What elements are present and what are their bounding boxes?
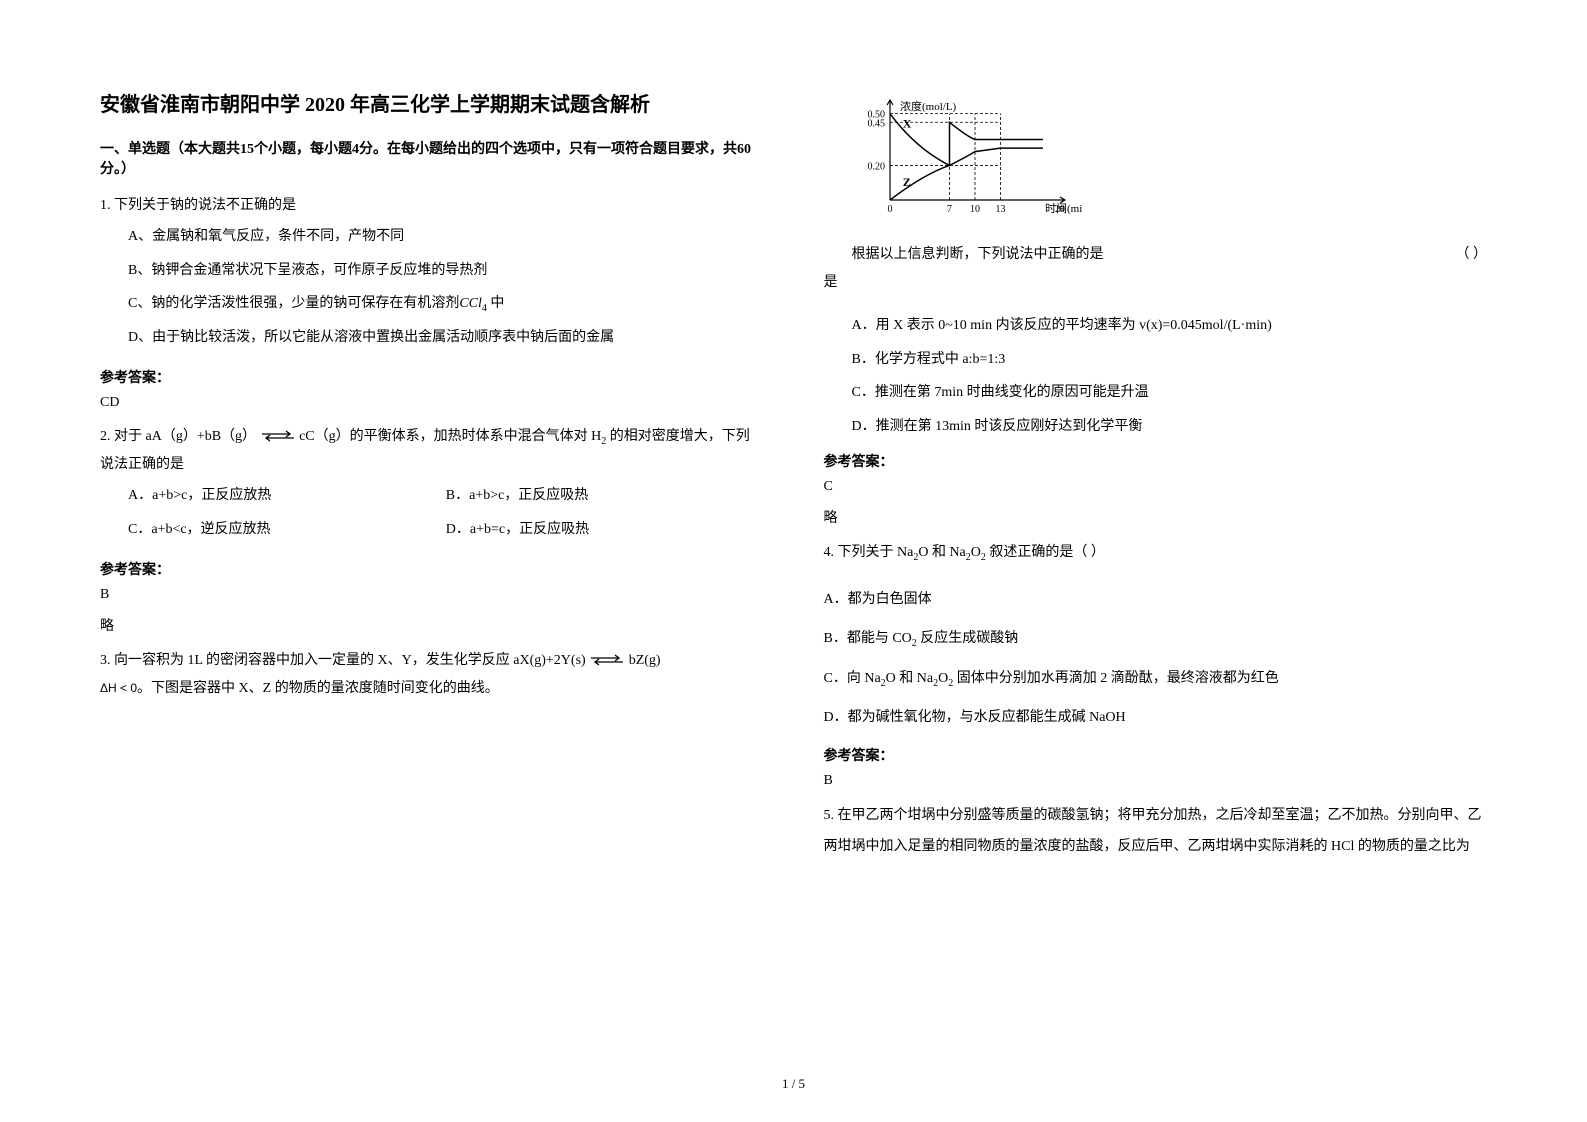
svg-text:0.50: 0.50 (867, 110, 885, 121)
q4-answer-label: 参考答案： (824, 745, 1488, 765)
svg-text:7: 7 (947, 204, 952, 215)
q2-opt-b: B．a+b>c，正反应吸热 (446, 479, 764, 513)
svg-text:10: 10 (970, 204, 980, 215)
q4-stem: 4. 下列关于 Na2O 和 Na2O2 叙述正确的是（ ） (824, 539, 1488, 568)
question-1: 1. 下列关于钠的说法不正确的是 A、金属钠和氧气反应，条件不同，产物不同 B、… (100, 192, 764, 355)
q2-opt-c: C．a+b<c，逆反应放热 (128, 513, 446, 547)
equilibrium-arrow-icon (589, 654, 625, 666)
q1-opt-a: A、金属钠和氧气反应，条件不同，产物不同 (128, 220, 764, 254)
svg-text:时间(min): 时间(min) (1045, 202, 1082, 215)
q4-opt-b: B．都能与 CO2 反应生成碳酸钠 (824, 619, 1488, 658)
q2-stem: 2. 对于 aA（g）+bB（g） cC（g）的平衡体系，加热时体系中混合气体对… (100, 423, 764, 480)
q3-answer: C (824, 479, 1488, 495)
q4-opt-c: C．向 Na2O 和 Na2O2 固体中分别加水再滴加 2 滴酚酞，最终溶液都为… (824, 659, 1488, 698)
q2-opt-d: D．a+b=c，正反应吸热 (446, 513, 764, 547)
svg-text:Z: Z (902, 175, 910, 189)
question-4: 4. 下列关于 Na2O 和 Na2O2 叙述正确的是（ ） (824, 539, 1488, 568)
question-5: 5. 在甲乙两个坩埚中分别盛等质量的碳酸氢钠；将甲充分加热，之后冷却至室温；乙不… (824, 801, 1488, 863)
svg-text:13: 13 (995, 204, 1005, 215)
left-column: 安徽省淮南市朝阳中学 2020 年高三化学上学期期末试题含解析 一、单选题（本大… (100, 90, 764, 1050)
q4-opt-d: D．都为碱性氧化物，与水反应都能生成碱 NaOH (824, 698, 1488, 737)
q4-opt-a: A．都为白色固体 (824, 580, 1488, 619)
q2-opt-a: A．a+b>c，正反应放热 (128, 479, 446, 513)
q3-opt-d: D．推测在第 13min 时该反应刚好达到化学平衡 (852, 410, 1488, 444)
q2-note: 略 (100, 615, 764, 635)
q3-paren: （ ） (1456, 241, 1488, 297)
q3-chart: 0.200.450.5007101320浓度(mol/L)时间(min)XZ (852, 90, 1488, 225)
q3-answer-label: 参考答案： (824, 451, 1488, 471)
q1-stem: 1. 下列关于钠的说法不正确的是 (100, 192, 764, 220)
q1-answer-label: 参考答案： (100, 367, 764, 387)
q4-answer: B (824, 773, 1488, 789)
question-2: 2. 对于 aA（g）+bB（g） cC（g）的平衡体系，加热时体系中混合气体对… (100, 423, 764, 547)
q2-answer-label: 参考答案： (100, 559, 764, 579)
q1-opt-d: D、由于钠比较活泼，所以它能从溶液中置换出金属活动顺序表中钠后面的金属 (128, 321, 764, 355)
right-column: 0.200.450.5007101320浓度(mol/L)时间(min)XZ 根… (824, 90, 1488, 1050)
q3-stem-line2: ΔH < 0。下图是容器中 X、Z 的物质的量浓度随时间变化的曲线。 (100, 675, 764, 703)
page-number: 1 / 5 (782, 1076, 805, 1092)
equilibrium-arrow-icon (260, 430, 296, 442)
q2-answer: B (100, 587, 764, 603)
concentration-chart: 0.200.450.5007101320浓度(mol/L)时间(min)XZ (852, 90, 1082, 220)
q3-opt-a: A．用 X 表示 0~10 min 内该反应的平均速率为 v(x)=0.045m… (852, 309, 1488, 343)
svg-text:X: X (902, 116, 911, 130)
svg-text:浓度(mol/L): 浓度(mol/L) (900, 99, 957, 113)
q3-note: 略 (824, 507, 1488, 527)
q1-answer: CD (100, 395, 764, 411)
q5-stem: 5. 在甲乙两个坩埚中分别盛等质量的碳酸氢钠；将甲充分加热，之后冷却至室温；乙不… (824, 808, 1482, 854)
q2-options: A．a+b>c，正反应放热 B．a+b>c，正反应吸热 C．a+b<c，逆反应放… (100, 479, 764, 546)
q3-judge-row: 根据以上信息判断，下列说法中正确的是是 （ ） (824, 241, 1488, 297)
q3-options: A．用 X 表示 0~10 min 内该反应的平均速率为 v(x)=0.045m… (824, 309, 1488, 443)
section-header: 一、单选题（本大题共15个小题，每小题4分。在每小题给出的四个选项中，只有一项符… (100, 138, 764, 178)
q1-options: A、金属钠和氧气反应，条件不同，产物不同 B、钠钾合金通常状况下呈液态，可作原子… (100, 220, 764, 355)
svg-text:0: 0 (887, 204, 892, 215)
document-title: 安徽省淮南市朝阳中学 2020 年高三化学上学期期末试题含解析 (100, 90, 764, 120)
q3-opt-b: B．化学方程式中 a:b=1:3 (852, 343, 1488, 377)
question-3: 3. 向一容积为 1L 的密闭容器中加入一定量的 X、Y，发生化学反应 aX(g… (100, 647, 764, 703)
q4-options: A．都为白色固体 B．都能与 CO2 反应生成碳酸钠 C．向 Na2O 和 Na… (824, 580, 1488, 737)
q3-opt-c: C．推测在第 7min 时曲线变化的原因可能是升温 (852, 376, 1488, 410)
q1-opt-b: B、钠钾合金通常状况下呈液态，可作原子反应堆的导热剂 (128, 254, 764, 288)
svg-text:0.20: 0.20 (867, 161, 885, 172)
q1-opt-c: C、钠的化学活泼性很强，少量的钠可保存在有机溶剂CCl4 中 (128, 287, 764, 321)
q3-stem-line1: 3. 向一容积为 1L 的密闭容器中加入一定量的 X、Y，发生化学反应 aX(g… (100, 647, 764, 675)
